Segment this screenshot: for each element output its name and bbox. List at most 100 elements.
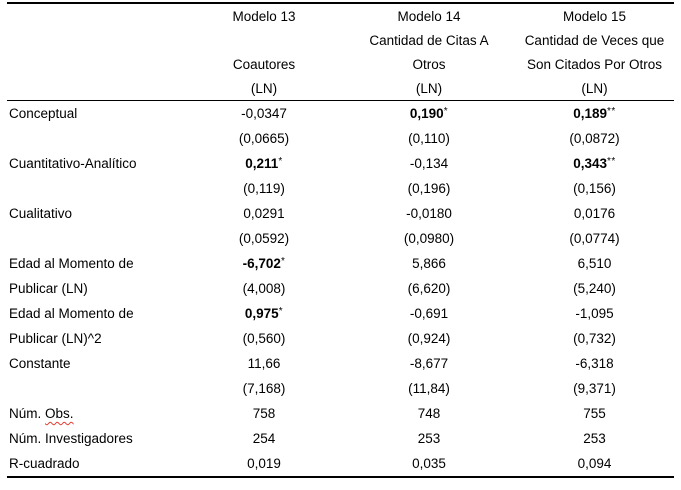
- coefficient-text: (0,110): [408, 131, 450, 146]
- cell-value: (0,0872): [515, 126, 674, 151]
- row-label-text: Conceptual: [9, 106, 78, 121]
- significance-stars: *: [280, 255, 286, 267]
- coefficient-text: (0,0665): [238, 131, 290, 146]
- model-13-title: Modelo 13: [232, 8, 296, 24]
- table-body: Conceptual -0,0347 0,190* 0,189** (0,0665) (0…: [7, 101, 674, 478]
- row-label-text: Constante: [9, 356, 71, 371]
- cell-value: 0,189**: [515, 101, 674, 127]
- table-row: Núm. Obs. 758 748 755: [7, 401, 674, 426]
- coefficient-text: 0,035: [412, 456, 446, 471]
- header-blank-cell: [7, 76, 185, 101]
- model-15-ln-label: (LN): [515, 76, 674, 101]
- cell-value: -6,318: [515, 351, 674, 376]
- row-label: Publicar (LN): [7, 276, 185, 301]
- regression-results-table: Modelo 13 Modelo 14 Modelo 15 Cantidad d…: [7, 2, 674, 478]
- table-row: Publicar (LN) (4,008) (6,620) (5,240): [7, 276, 674, 301]
- cell-value: 0,035: [343, 451, 515, 477]
- cell-value: 0,211*: [185, 151, 343, 176]
- coefficient-text: 0,094: [577, 456, 612, 471]
- cell-value: (0,0980): [343, 226, 515, 251]
- coefficient-text: (0,0774): [569, 231, 620, 246]
- coefficient-text: 0,211: [245, 156, 279, 171]
- coefficient-text: 0,019: [247, 456, 281, 471]
- row-label-text: Núm. Investigadores: [9, 431, 133, 446]
- table-row: Cualitativo 0,0291 -0,0180 0,0176: [7, 201, 674, 226]
- row-label: Núm. Obs.: [7, 401, 185, 426]
- cell-value: -8,677: [343, 351, 515, 376]
- table-row: R-cuadrado 0,019 0,035 0,094: [7, 451, 674, 477]
- cell-value: 0,019: [185, 451, 343, 477]
- significance-stars: *: [278, 155, 283, 167]
- header-blank-cell: [7, 52, 185, 76]
- cell-value: -6,702*: [185, 251, 343, 276]
- coefficient-text: (0,560): [242, 331, 286, 346]
- row-label-text: R-cuadrado: [9, 456, 80, 471]
- row-label-text: Publicar (LN)^2: [9, 331, 102, 346]
- coefficient-text: -6,318: [575, 356, 614, 371]
- model-15-subtitle-1: Cantidad de Veces que: [524, 32, 665, 48]
- cell-value: 755: [515, 401, 674, 426]
- cell-value: 0,343**: [515, 151, 674, 176]
- coefficient-text: (0,732): [573, 331, 616, 346]
- cell-value: -0,0180: [343, 201, 515, 226]
- cell-value: 6,510: [515, 251, 674, 276]
- row-label: Cuantitativo-Analítico: [7, 151, 185, 176]
- cell-value: (11,84): [343, 376, 515, 401]
- row-label: [7, 176, 185, 201]
- model-13-ln-label: (LN): [185, 76, 343, 101]
- cell-value: (6,620): [343, 276, 515, 301]
- cell-value: (0,156): [515, 176, 674, 201]
- cell-value: -1,095: [515, 301, 674, 326]
- header-blank-cell: [7, 28, 185, 52]
- header-row-model-titles: Modelo 13 Modelo 14 Modelo 15: [7, 3, 674, 28]
- cell-value: (0,924): [343, 326, 515, 351]
- coefficient-text: 748: [417, 406, 441, 421]
- coefficient-text: 11,66: [247, 356, 281, 371]
- model-14-subtitle-1: Cantidad de Citas A: [369, 32, 489, 48]
- coefficient-text: 0,975: [244, 306, 279, 321]
- model-14-subtitle-2: Otros: [412, 56, 446, 72]
- header-row-subtitle-1: Cantidad de Citas A Cantidad de Veces qu…: [7, 28, 674, 52]
- cell-value: -0,0347: [185, 101, 343, 127]
- cell-value: (7,168): [185, 376, 343, 401]
- row-label: Cualitativo: [7, 201, 185, 226]
- row-label: R-cuadrado: [7, 451, 185, 477]
- model-13-subtitle-1: [185, 28, 343, 52]
- table-row: Constante 11,66 -8,677 -6,318: [7, 351, 674, 376]
- coefficient-text: (0,924): [407, 331, 451, 346]
- cell-value: 11,66: [185, 351, 343, 376]
- row-label: Núm. Investigadores: [7, 426, 185, 451]
- coefficient-text: (0,156): [573, 181, 616, 196]
- coefficient-text: (11,84): [408, 381, 450, 396]
- coefficient-text: (6,620): [407, 281, 451, 296]
- row-label: Conceptual: [7, 101, 185, 127]
- cell-value: (5,240): [515, 276, 674, 301]
- model-15-subtitle-2: Son Citados Por Otros: [526, 56, 663, 72]
- coefficient-text: 6,510: [577, 256, 612, 271]
- cell-value: (0,196): [343, 176, 515, 201]
- row-label: Constante: [7, 351, 185, 376]
- table-row: (0,119) (0,196) (0,156): [7, 176, 674, 201]
- row-label: Publicar (LN)^2: [7, 326, 185, 351]
- cell-value: 5,866: [343, 251, 515, 276]
- coefficient-text: 0,189: [573, 106, 607, 121]
- cell-value: (0,732): [515, 326, 674, 351]
- coefficient-text: 5,866: [412, 256, 446, 271]
- coefficient-text: (4,008): [242, 281, 286, 296]
- coefficient-text: -0,134: [409, 156, 449, 171]
- cell-value: 748: [343, 401, 515, 426]
- significance-stars: **: [607, 105, 616, 117]
- row-label-text: Edad al Momento de: [9, 256, 134, 271]
- header-blank-cell: [7, 3, 185, 28]
- coefficient-text: -1,095: [575, 306, 614, 321]
- cell-value: 0,0176: [515, 201, 674, 226]
- significance-stars: *: [443, 105, 449, 117]
- significance-stars: **: [607, 155, 616, 167]
- cell-value: 254: [185, 426, 343, 451]
- cell-value: 0,975*: [185, 301, 343, 326]
- coefficient-text: 0,0176: [573, 206, 616, 221]
- cell-value: (0,110): [343, 126, 515, 151]
- row-label: [7, 376, 185, 401]
- coefficient-text: 0,0291: [243, 206, 285, 221]
- coefficient-text: -0,0180: [406, 206, 452, 221]
